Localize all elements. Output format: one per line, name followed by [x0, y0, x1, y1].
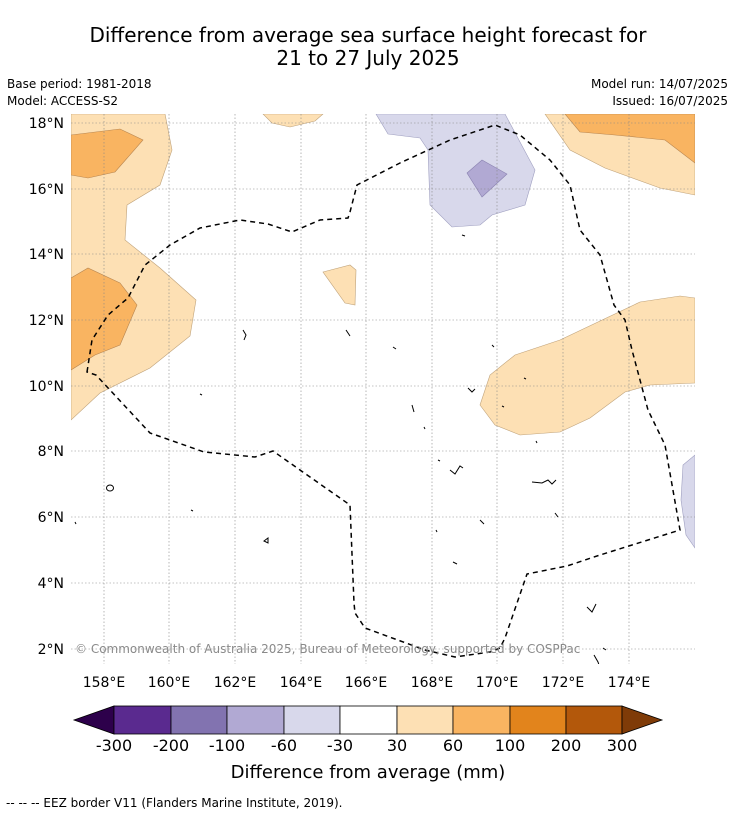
- lon-label: 168°E: [411, 675, 454, 691]
- colorbar-tick-label: 100: [495, 736, 526, 755]
- colorbar-min-extension: [72, 705, 115, 735]
- colorbar-tick-label: 60: [443, 736, 463, 755]
- map-title-line-2: 21 to 27 July 2025: [276, 46, 460, 70]
- island: [531, 479, 557, 485]
- island: [437, 459, 441, 462]
- colorbar-tick-label: 200: [551, 736, 582, 755]
- colorbar-segment: [226, 705, 285, 735]
- anomaly-region-east: [479, 295, 695, 436]
- island: [452, 561, 458, 565]
- island: [190, 509, 194, 512]
- colorbar-segment: [170, 705, 228, 735]
- anomaly-negative-region-north: [375, 114, 536, 228]
- colorbar-segment: [565, 705, 623, 735]
- island: [461, 234, 466, 237]
- island: [411, 404, 415, 413]
- anomaly-strong-region-northwest: [71, 128, 144, 179]
- colorbar-segment: [339, 705, 398, 735]
- colorbar-segment: [509, 705, 567, 735]
- island: [435, 529, 438, 533]
- lat-label: 8°N: [38, 444, 64, 460]
- issued-label: Issued: 16/07/2025: [612, 94, 728, 108]
- lat-label: 4°N: [38, 576, 64, 592]
- island: [554, 512, 559, 518]
- island: [586, 603, 597, 613]
- latitude-labels: 18°N 16°N 14°N 12°N 10°N 8°N 6°N 4°N 2°N: [29, 116, 64, 658]
- map-area: © Commonwealth of Australia 2025, Bureau…: [71, 114, 695, 664]
- colorbar-max-extension: [621, 705, 664, 735]
- island: [593, 654, 600, 664]
- island: [523, 377, 527, 380]
- colorbar-tick-labels: -300 -200 -100 -60 -30 30 60 100 200 300: [96, 736, 637, 755]
- island: [345, 329, 351, 337]
- base-period-label: Base period: 1981-2018: [7, 77, 152, 91]
- copyright-notice: © Commonwealth of Australia 2025, Bureau…: [75, 642, 580, 656]
- island: [423, 426, 426, 430]
- lat-label: 12°N: [29, 313, 64, 329]
- lat-label: 18°N: [29, 116, 64, 132]
- colorbar-tick-label: 30: [387, 736, 407, 755]
- island: [449, 465, 464, 475]
- map-title-line-1: Difference from average sea surface heig…: [89, 23, 647, 47]
- island: [602, 647, 607, 651]
- island: [106, 484, 114, 492]
- lon-label: 174°E: [608, 675, 651, 691]
- lon-label: 162°E: [214, 675, 257, 691]
- island: [535, 440, 538, 444]
- anomaly-negative-region-east: [680, 454, 695, 549]
- colorbar-tick-label: -30: [327, 736, 353, 755]
- colorbar-title: Difference from average (mm): [231, 762, 506, 783]
- island: [242, 329, 247, 341]
- eez-border: [86, 124, 681, 658]
- lat-label: 10°N: [29, 379, 64, 395]
- graticule: [71, 114, 695, 664]
- colorbar: [72, 705, 664, 735]
- lat-label: 16°N: [29, 182, 64, 198]
- colorbar-segment: [113, 705, 172, 735]
- island: [263, 537, 269, 544]
- anomaly-60-100-regions: [71, 114, 695, 371]
- lon-label: 166°E: [345, 675, 388, 691]
- anomaly-negative-regions: [375, 114, 695, 549]
- colorbar-tick-label: 300: [607, 736, 638, 755]
- anomaly-strong-region-west: [71, 267, 138, 371]
- model-run-label: Model run: 14/07/2025: [590, 77, 728, 91]
- island: [199, 393, 203, 396]
- colorbar-tick-label: -300: [96, 736, 132, 755]
- model-label: Model: ACCESS-S2: [7, 94, 119, 108]
- lat-label: 14°N: [29, 247, 64, 263]
- island: [491, 344, 495, 348]
- lat-label: 2°N: [38, 642, 64, 658]
- anomaly-region-small: [322, 264, 357, 306]
- lon-label: 172°E: [542, 675, 585, 691]
- island: [392, 346, 397, 350]
- colorbar-segment: [396, 705, 454, 735]
- anomaly-region-north-center: [262, 114, 324, 128]
- island: [467, 387, 476, 393]
- colorbar-tick-label: -200: [153, 736, 189, 755]
- anomaly-strong-region-northeast: [564, 114, 695, 164]
- lon-label: 164°E: [280, 675, 323, 691]
- colorbar-segment: [452, 705, 511, 735]
- colorbar-tick-label: -100: [209, 736, 245, 755]
- longitude-labels: 158°E 160°E 162°E 164°E 166°E 168°E 170°…: [83, 675, 651, 691]
- colorbar-segment: [283, 705, 341, 735]
- lon-label: 170°E: [476, 675, 519, 691]
- island: [479, 519, 485, 525]
- island: [74, 521, 77, 525]
- lon-label: 160°E: [148, 675, 191, 691]
- lat-label: 6°N: [38, 510, 64, 526]
- colorbar-tick-label: -60: [271, 736, 297, 755]
- lon-label: 158°E: [83, 675, 126, 691]
- islands: [74, 234, 607, 664]
- island: [501, 405, 505, 408]
- eez-legend-note: -- -- -- EEZ border V11 (Flanders Marine…: [6, 796, 343, 810]
